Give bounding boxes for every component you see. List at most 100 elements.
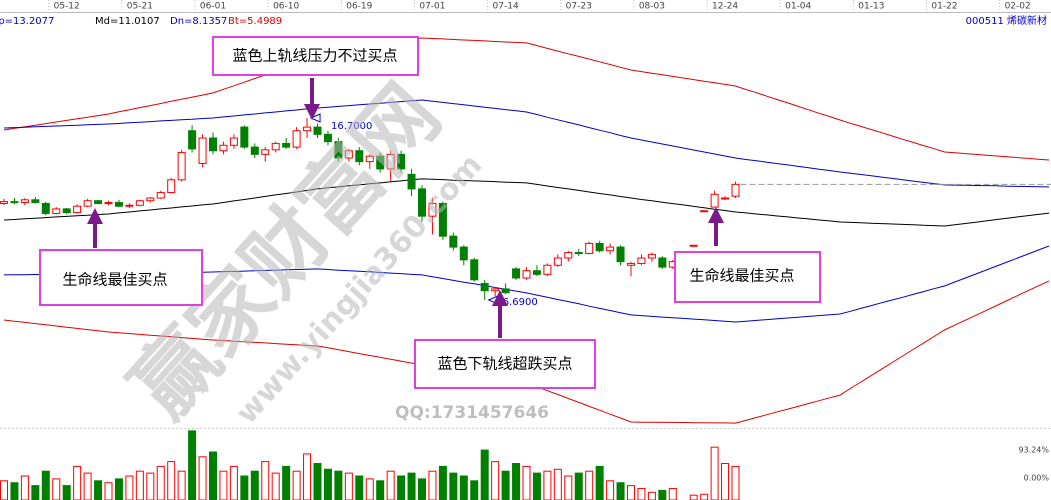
candle-body bbox=[522, 270, 531, 279]
note-box bbox=[212, 36, 419, 76]
volume-bar bbox=[282, 465, 291, 500]
candle-body bbox=[271, 142, 280, 151]
volume-bar bbox=[532, 472, 541, 500]
candle-body bbox=[689, 244, 698, 247]
volume-bar bbox=[198, 456, 207, 500]
candle-body bbox=[167, 179, 176, 194]
volume-bar bbox=[0, 480, 8, 500]
volume-bar bbox=[114, 478, 123, 500]
dates: 05-12 05-21 06-01 06-10 06-19 07-01 07-14 07-23… bbox=[48, 0, 1031, 12]
candle-body bbox=[564, 252, 573, 259]
candle-body bbox=[480, 282, 489, 292]
candle-body bbox=[240, 126, 249, 148]
candle-body bbox=[532, 270, 541, 275]
volume-bar bbox=[41, 470, 50, 500]
candle-body bbox=[83, 200, 92, 207]
volume-bar bbox=[658, 489, 667, 500]
x-tick-label: 02-02 bbox=[1005, 2, 1031, 12]
candle-body bbox=[250, 146, 259, 155]
candle-body bbox=[323, 133, 332, 143]
x-tick-label: 05-12 bbox=[54, 2, 80, 12]
candle-body bbox=[0, 201, 8, 204]
candle-body bbox=[31, 199, 40, 204]
candle-body bbox=[365, 155, 374, 163]
note: 蓝色下轨线超跌买点 bbox=[437, 355, 572, 373]
volume-bar bbox=[522, 465, 531, 500]
candle-body bbox=[52, 208, 61, 214]
volume-bar bbox=[303, 453, 312, 500]
candle-body bbox=[459, 246, 468, 261]
volume-bar bbox=[710, 446, 719, 500]
candle-body bbox=[637, 257, 646, 264]
band-line bbox=[3, 99, 1050, 188]
volume-bar bbox=[104, 482, 113, 500]
candle-body bbox=[428, 202, 437, 217]
volume-bar bbox=[73, 465, 82, 500]
volume-bar bbox=[344, 472, 353, 500]
volume-bar bbox=[31, 485, 40, 500]
volume-bar bbox=[83, 472, 92, 500]
x-tick-label: 07-01 bbox=[419, 2, 445, 12]
candle-body bbox=[543, 264, 552, 275]
candle-body bbox=[710, 193, 719, 208]
x-tick-label: 05-21 bbox=[127, 2, 153, 12]
candle-body bbox=[355, 150, 364, 163]
candle-body bbox=[303, 126, 312, 132]
volume-bar bbox=[167, 461, 176, 500]
volume-bar bbox=[564, 475, 573, 500]
volume-bar bbox=[616, 482, 625, 500]
volume-bar bbox=[62, 485, 71, 500]
candle-body bbox=[627, 262, 635, 266]
candle-body bbox=[438, 202, 447, 237]
stock-name: 000511 烯碳新材 bbox=[966, 14, 1047, 27]
note-box bbox=[39, 249, 203, 306]
volume-bar bbox=[418, 478, 426, 500]
candle-body bbox=[407, 173, 416, 190]
x-tick-label: 12-24 bbox=[712, 2, 738, 12]
volume-bar bbox=[135, 470, 144, 500]
volume-bar bbox=[647, 491, 656, 500]
volume-bar bbox=[428, 470, 437, 500]
x-tick-label: 08-03 bbox=[639, 2, 665, 12]
volume-bar bbox=[595, 465, 604, 500]
low-label: 6.6900 bbox=[503, 297, 538, 308]
volume-bar bbox=[229, 465, 238, 500]
volume-bar bbox=[146, 472, 155, 500]
indicator: Dn=8.1357 bbox=[170, 16, 227, 27]
candle-body bbox=[512, 268, 521, 279]
candle-body bbox=[282, 142, 291, 148]
volume-bar bbox=[512, 463, 521, 500]
indicator: Bt=5.4989 bbox=[228, 16, 282, 27]
watermark-qq: QQ:1731457646 bbox=[395, 403, 549, 423]
candle-body bbox=[261, 149, 270, 155]
volume-bar bbox=[292, 470, 301, 500]
candle-body bbox=[73, 205, 82, 214]
candle-body bbox=[104, 202, 113, 205]
volume-bar bbox=[271, 472, 280, 500]
candle-body bbox=[209, 137, 217, 152]
volume-bar bbox=[365, 478, 374, 500]
candle-body bbox=[292, 130, 301, 148]
candle-body bbox=[418, 188, 426, 217]
volume-bar bbox=[501, 470, 510, 500]
candle-body bbox=[700, 210, 709, 213]
volume-bar bbox=[470, 480, 479, 500]
candle-body bbox=[574, 252, 583, 255]
candle-body bbox=[313, 126, 322, 135]
indicator: Md=11.0107 bbox=[95, 16, 160, 27]
volume-bar bbox=[240, 475, 249, 500]
volume-bar bbox=[480, 449, 489, 500]
volume-bar bbox=[52, 478, 61, 500]
candle-body bbox=[491, 288, 500, 292]
band-line bbox=[3, 178, 1050, 227]
candle-body bbox=[731, 183, 740, 197]
candle-body bbox=[647, 253, 656, 259]
volume-bar bbox=[449, 472, 458, 500]
x-tick-label: 06-10 bbox=[273, 2, 299, 12]
indicator: Up=13.2077 bbox=[0, 16, 54, 27]
volume-bar bbox=[323, 468, 332, 500]
volume-bar bbox=[334, 470, 343, 500]
volume-bar bbox=[700, 493, 709, 500]
